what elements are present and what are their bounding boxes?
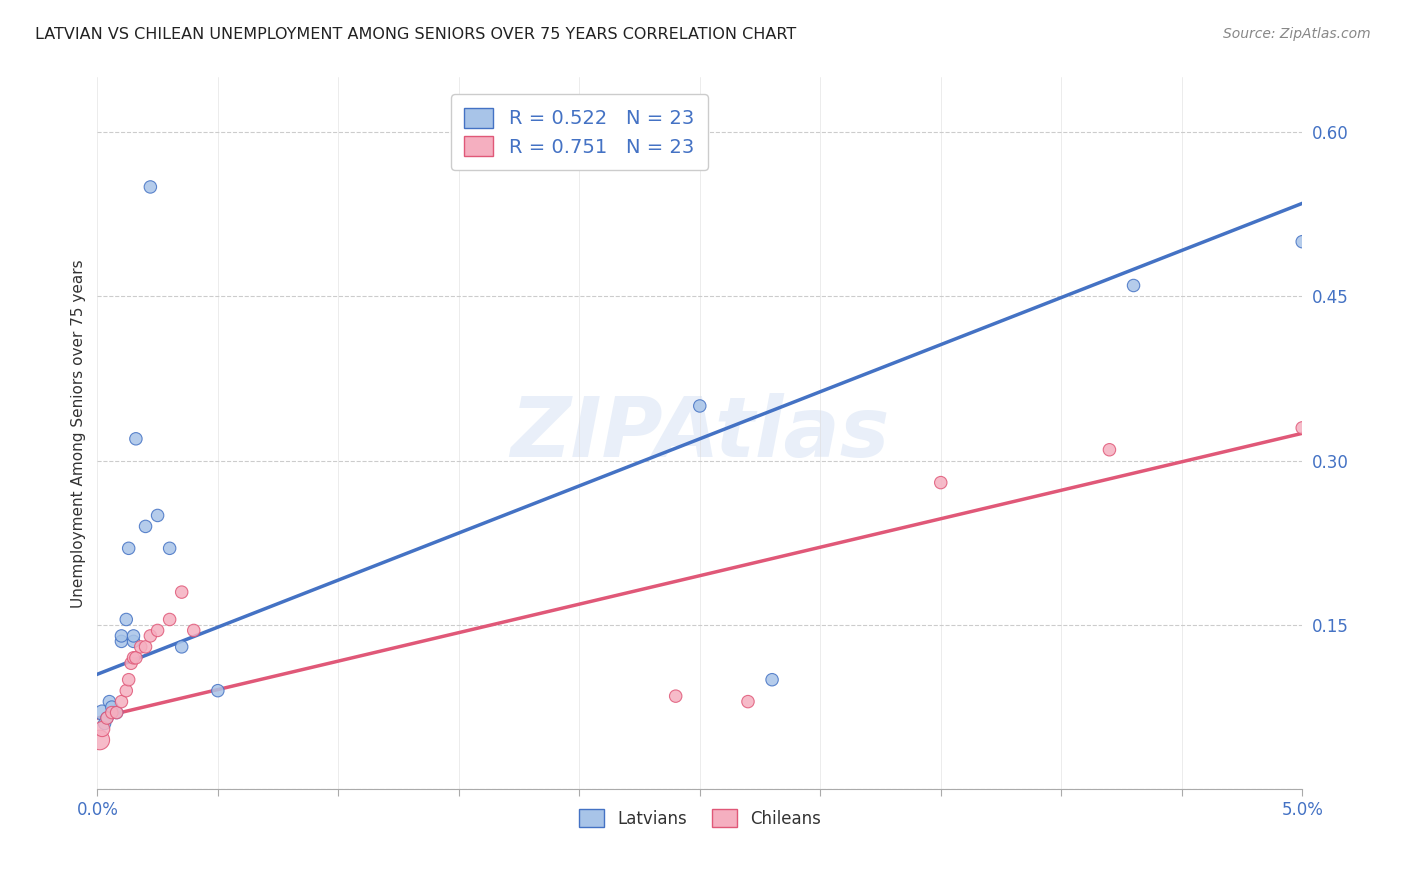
Point (170, 640, 193, 654)
Point (122, 629, 145, 643)
Point (159, 612, 181, 626)
Text: LATVIAN VS CHILEAN UNEMPLOYMENT AMONG SENIORS OVER 75 YEARS CORRELATION CHART: LATVIAN VS CHILEAN UNEMPLOYMENT AMONG SE… (35, 27, 796, 42)
Point (91, 706, 114, 720)
Point (91, 722, 114, 736)
Point (93, 716, 115, 731)
Point (101, 700, 124, 714)
Point (110, 695, 132, 709)
Point (118, 541, 141, 556)
Point (96, 711, 118, 725)
Point (110, 629, 132, 643)
Point (101, 706, 124, 720)
Point (122, 650, 145, 665)
Point (207, 683, 229, 698)
Point (135, 640, 157, 654)
Y-axis label: Unemployment Among Seniors over 75 years: Unemployment Among Seniors over 75 years (72, 259, 86, 607)
Text: Source: ZipAtlas.com: Source: ZipAtlas.com (1223, 27, 1371, 41)
Point (1291, 421, 1313, 435)
Point (98, 695, 121, 709)
Point (139, 180, 162, 194)
Point (129, 640, 152, 654)
Point (96, 711, 118, 725)
Point (139, 629, 162, 643)
Point (105, 706, 128, 720)
Point (183, 624, 205, 638)
Point (120, 657, 142, 671)
Point (110, 634, 132, 648)
Point (135, 519, 157, 533)
Point (1122, 278, 1144, 293)
Point (105, 706, 128, 720)
Point (1291, 235, 1313, 249)
Point (115, 683, 138, 698)
Legend: Latvians, Chileans: Latvians, Chileans (572, 803, 828, 834)
Point (125, 432, 148, 446)
Point (1098, 442, 1121, 457)
Point (170, 585, 193, 599)
Point (689, 399, 711, 413)
Point (89, 733, 111, 747)
Point (929, 475, 952, 490)
Point (146, 624, 169, 638)
Point (118, 673, 141, 687)
Point (115, 612, 138, 626)
Point (122, 634, 145, 648)
Point (146, 508, 169, 523)
Text: ZIPAtlas: ZIPAtlas (510, 392, 890, 474)
Point (159, 541, 181, 556)
Point (761, 673, 783, 687)
Point (125, 650, 148, 665)
Point (737, 695, 759, 709)
Point (665, 689, 688, 703)
